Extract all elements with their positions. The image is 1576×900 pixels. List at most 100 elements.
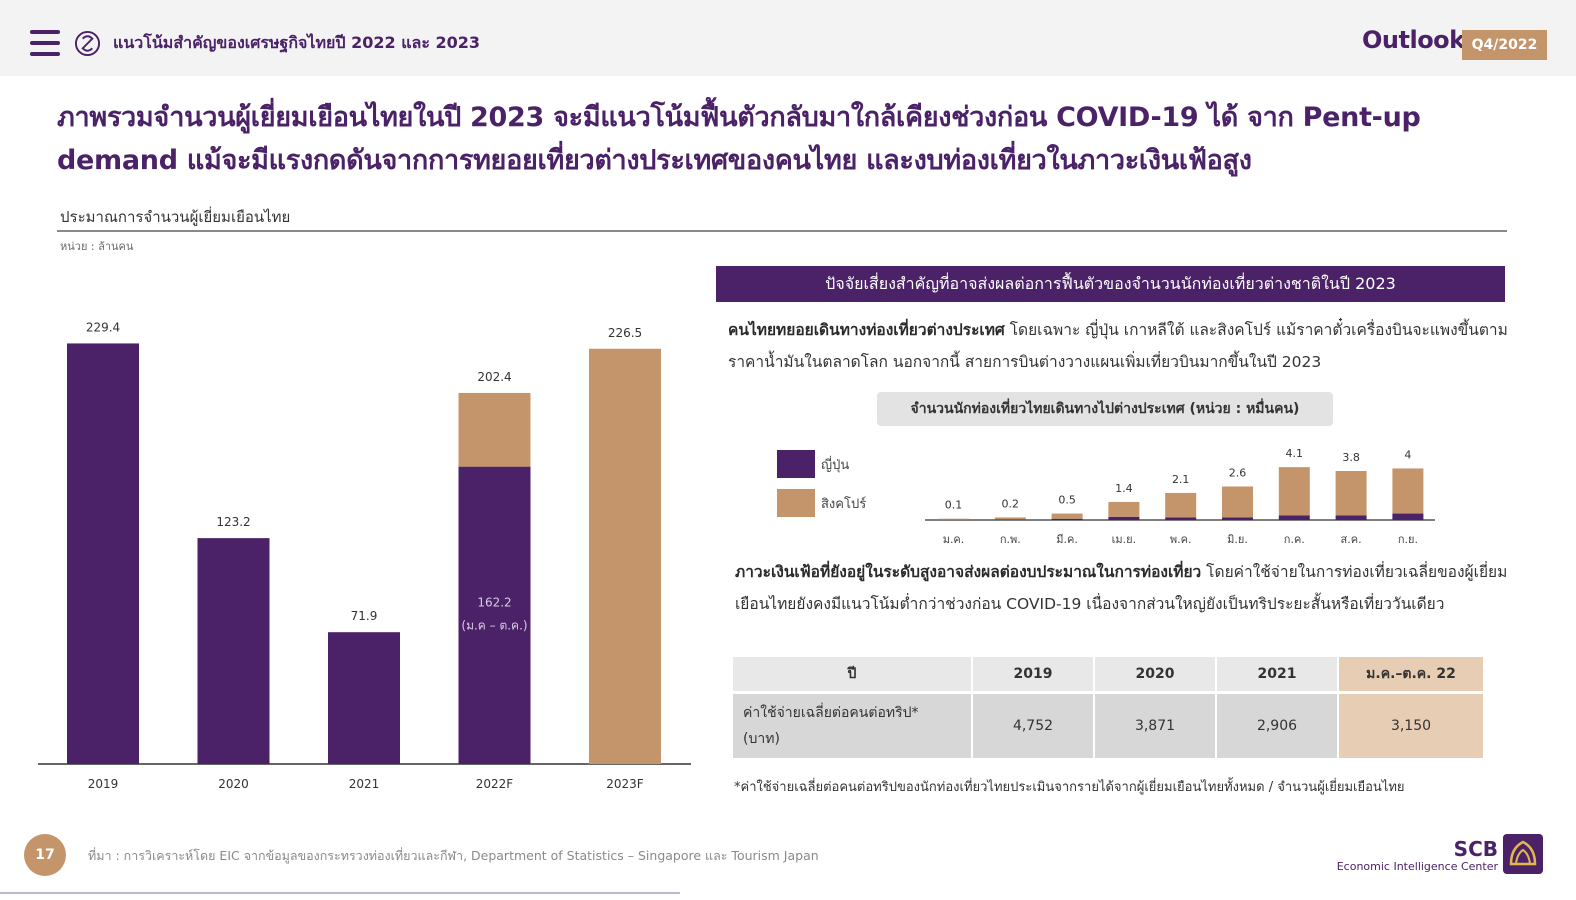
bar-2019 <box>67 343 139 764</box>
hamburger-menu-icon[interactable] <box>30 30 60 56</box>
mini-bar-0-singapore <box>938 518 969 520</box>
table-header-2019: 2019 <box>973 657 1093 694</box>
inflation-paragraph: ภาวะเงินเฟ้อที่ยังอยู่ในระดับสูงอาจส่งผล… <box>735 556 1515 620</box>
bar-2022F-forecast <box>458 392 531 467</box>
section-divider <box>57 230 1507 232</box>
outbound-travel-text: โดยเฉพาะ ญี่ปุ่น เกาหลีใต้ และสิงคโปร์ แ… <box>728 321 1508 371</box>
mini-bar-3-japan <box>1108 516 1140 520</box>
outbound-chart-title: จำนวนนักท่องเที่ยวไทยเดินทางไปต่างประเทศ… <box>877 392 1333 426</box>
mini-bar-2-japan <box>1051 518 1083 520</box>
mini-bar-7-total-label: 3.8 <box>1342 451 1360 464</box>
mini-x-tick-6: ก.ค. <box>1284 533 1305 546</box>
spending-footnote: *ค่าใช้จ่ายเฉลี่ยต่อคนต่อทริปของนักท่องเ… <box>734 780 1405 795</box>
bar-2022F-actual <box>458 466 531 764</box>
x-tick-2020: 2020 <box>218 777 249 791</box>
mini-bar-8-japan <box>1392 513 1424 520</box>
bar-2023F <box>589 348 661 764</box>
legend-item-japan: ญี่ปุ่น <box>777 450 849 478</box>
x-tick-2022F: 2022F <box>476 777 514 791</box>
legend-swatch-singapore <box>777 489 815 517</box>
legend-item-singapore: สิงคโปร์ <box>777 489 866 517</box>
outbound-travel-paragraph: คนไทยทยอยเดินทางท่องเที่ยวต่างประเทศ โดย… <box>728 314 1508 378</box>
scb-eic-circle-logo-icon <box>74 30 101 57</box>
source-note: ที่มา : การวิเคราะห์โดย EIC จากข้อมูลของ… <box>88 848 819 863</box>
bar-2020 <box>197 538 270 764</box>
page-headline: ภาพรวมจำนวนผู้เยี่ยมเยือนไทยในปี 2023 จะ… <box>57 96 1527 182</box>
table-cell-2021: 2,906 <box>1217 694 1337 758</box>
inflation-text: โดยค่าใช้จ่ายในการท่องเที่ยวเฉลี่ยของผู้… <box>735 563 1508 613</box>
scb-brand-subtitle: Economic Intelligence Center <box>1336 860 1498 873</box>
bar-2020-value-label: 123.2 <box>216 515 250 529</box>
bar-2019-value-label: 229.4 <box>86 320 120 334</box>
legend-swatch-japan <box>777 450 815 478</box>
scb-brand-name: SCB <box>1453 837 1498 861</box>
mini-bar-5-total-label: 2.6 <box>1229 466 1247 479</box>
mini-x-tick-4: พ.ค. <box>1170 533 1192 546</box>
mini-bar-1-japan <box>994 519 1026 520</box>
risk-factors-banner: ปัจจัยเสี่ยงสำคัญที่อาจส่งผลต่อการฟื้นตั… <box>716 266 1505 302</box>
mini-x-tick-1: ก.พ. <box>1000 533 1021 546</box>
quarter-badge: Q4/2022 <box>1462 30 1547 60</box>
mini-bar-5-singapore <box>1222 486 1253 518</box>
bar-2022F-value-label: 202.4 <box>477 370 511 384</box>
mini-x-tick-3: เม.ย. <box>1112 533 1136 546</box>
outbound-stacked-bar-chart: 0.1 ม.ค. 0.2 ก.พ. 0.5 มี.ค. 1.4 เม.ย. 2.1 พ.ค. 2.6… <box>925 447 1435 546</box>
mini-x-tick-0: ม.ค. <box>943 533 965 546</box>
mini-bar-2-singapore <box>1051 513 1083 519</box>
table-cell-jan-oct-22: 3,150 <box>1339 694 1483 758</box>
mini-bar-6-japan <box>1278 515 1310 520</box>
mini-x-tick-5: มิ.ย. <box>1227 533 1248 546</box>
mini-bar-8-singapore <box>1392 468 1424 514</box>
page-number-badge: 17 <box>24 834 66 876</box>
table-header-jan-oct-22: ม.ค.–ต.ค. 22 <box>1339 657 1483 694</box>
legend-label-singapore: สิงคโปร์ <box>821 496 867 512</box>
scb-lotus-icon <box>1503 834 1543 874</box>
mini-bar-2-total-label: 0.5 <box>1058 494 1076 507</box>
mini-bar-6-singapore <box>1278 467 1310 516</box>
x-tick-2019: 2019 <box>88 777 119 791</box>
outbound-travel-lead: คนไทยทยอยเดินทางท่องเที่ยวต่างประเทศ <box>728 321 1005 339</box>
x-tick-2023F: 2023F <box>606 777 644 791</box>
header-section-title: แนวโน้มสำคัญของเศรษฐกิจไทยปี 2022 และ 20… <box>113 33 481 52</box>
table-cell-2020: 3,871 <box>1095 694 1215 758</box>
table-header-2020: 2020 <box>1095 657 1215 694</box>
table-row-label: ค่าใช้จ่ายเฉลี่ยต่อคนต่อทริป* (บาท) <box>733 694 971 758</box>
mini-x-tick-7: ส.ค. <box>1341 533 1362 546</box>
mini-bar-0-total-label: 0.1 <box>945 499 963 512</box>
mini-bar-3-singapore <box>1108 501 1140 517</box>
mini-x-tick-8: ก.ย. <box>1398 533 1418 546</box>
bottom-accent-line <box>0 892 680 894</box>
mini-bar-7-singapore <box>1335 471 1367 516</box>
mini-bar-1-total-label: 0.2 <box>1002 497 1020 510</box>
inflation-lead: ภาวะเงินเฟ้อที่ยังอยู่ในระดับสูงอาจส่งผล… <box>735 563 1202 581</box>
row-label-line-2: (บาท) <box>743 731 780 747</box>
outlook-wordmark: Outlook <box>1362 26 1465 54</box>
header-bar: แนวโน้มสำคัญของเศรษฐกิจไทยปี 2022 และ 20… <box>0 0 1576 76</box>
bar-2021 <box>328 632 400 764</box>
headline-line-2: demand แม้จะมีแรงกดดันจากการทยอยเที่ยวต่… <box>57 145 1252 176</box>
bar-2023F-value-label: 226.5 <box>608 326 642 340</box>
mini-bar-8-total-label: 4 <box>1404 448 1411 461</box>
bar-2022F-inner-period: (ม.ค – ต.ค.) <box>461 619 527 633</box>
table-cell-2019: 4,752 <box>973 694 1093 758</box>
mini-bar-1-singapore <box>994 517 1026 520</box>
x-tick-2021: 2021 <box>349 777 380 791</box>
mini-bar-4-singapore <box>1165 492 1197 518</box>
table-header-year: ปี <box>733 657 971 694</box>
bar-2021-value-label: 71.9 <box>351 609 378 623</box>
scb-eic-wordmark: SCB Economic Intelligence Center <box>1336 838 1498 874</box>
mini-bar-5-japan <box>1222 517 1253 520</box>
visitor-chart-unit: หน่วย : ล้านคน <box>60 240 134 253</box>
headline-line-1: ภาพรวมจำนวนผู้เยี่ยมเยือนไทยในปี 2023 จะ… <box>57 102 1421 133</box>
spending-table-header-row: ปี 2019 2020 2021 ม.ค.–ต.ค. 22 <box>733 657 1483 694</box>
row-label-line-1: ค่าใช้จ่ายเฉลี่ยต่อคนต่อทริป* <box>743 705 919 721</box>
table-row: ค่าใช้จ่ายเฉลี่ยต่อคนต่อทริป* (บาท) 4,75… <box>733 694 1483 758</box>
table-header-2021: 2021 <box>1217 657 1337 694</box>
mini-bar-4-total-label: 2.1 <box>1172 473 1190 486</box>
mini-x-tick-2: มี.ค. <box>1056 533 1078 546</box>
mini-bar-6-total-label: 4.1 <box>1286 447 1304 460</box>
legend-label-japan: ญี่ปุ่น <box>821 457 850 473</box>
bar-2022F-inner-value: 162.2 <box>477 596 511 610</box>
visitor-bar-chart: 229.4 2019 123.2 2020 71.9 2021 162.2 (ม.ค – ต.… <box>38 320 691 791</box>
mini-bar-4-japan <box>1165 517 1197 520</box>
